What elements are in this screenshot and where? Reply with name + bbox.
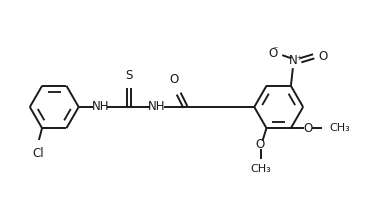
Text: CH₃: CH₃ (250, 164, 271, 174)
Text: NH: NH (148, 101, 166, 113)
Text: O: O (319, 50, 328, 63)
Text: ⁻: ⁻ (273, 45, 278, 55)
Text: O: O (169, 73, 178, 86)
Text: Cl: Cl (32, 147, 44, 160)
Text: N⁺: N⁺ (289, 54, 303, 67)
Text: O: O (268, 47, 278, 60)
Text: CH₃: CH₃ (329, 123, 350, 133)
Text: O: O (303, 122, 313, 135)
Text: O: O (255, 138, 265, 151)
Text: S: S (125, 69, 132, 82)
Text: NH: NH (92, 101, 109, 113)
